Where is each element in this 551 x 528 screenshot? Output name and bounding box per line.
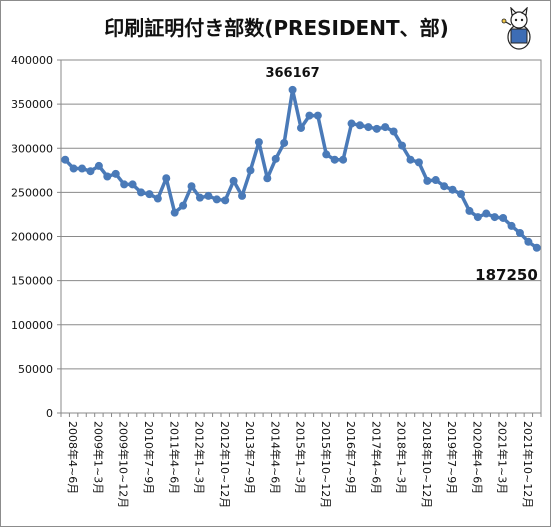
last-value-label: 187250 xyxy=(475,266,538,284)
data-point xyxy=(254,138,263,147)
data-point xyxy=(440,182,449,191)
data-point xyxy=(330,155,339,164)
data-point xyxy=(179,201,188,210)
data-point xyxy=(406,155,415,164)
x-tick-label: 2021年10~12月 xyxy=(521,421,535,508)
data-point xyxy=(524,237,533,246)
data-point xyxy=(423,176,432,185)
x-tick-label: 2018年1~3月 xyxy=(395,421,409,494)
x-tick-label: 2012年10~12月 xyxy=(218,421,232,508)
data-point xyxy=(431,176,440,185)
data-point xyxy=(120,180,129,189)
x-tick-label: 2009年1~3月 xyxy=(91,421,105,494)
data-point xyxy=(515,228,524,237)
data-point xyxy=(162,174,171,183)
peak-value-label: 366167 xyxy=(265,66,319,81)
data-point xyxy=(195,193,204,202)
y-tick-label: 50000 xyxy=(18,363,53,376)
x-tick-label: 2018年10~12月 xyxy=(420,421,434,508)
x-tick-label: 2019年7~9月 xyxy=(445,421,459,494)
x-tick-label: 2011年4~6月 xyxy=(167,421,181,494)
data-point xyxy=(305,111,314,120)
x-tick-label: 2014年4~6月 xyxy=(268,421,282,494)
y-tick-label: 150000 xyxy=(11,275,53,288)
data-point xyxy=(153,194,162,203)
data-point xyxy=(414,158,423,167)
data-point xyxy=(78,164,87,173)
data-point xyxy=(246,166,255,175)
data-point xyxy=(187,182,196,191)
y-tick-label: 200000 xyxy=(11,231,53,244)
data-point xyxy=(364,123,373,132)
data-point xyxy=(490,213,499,222)
data-point xyxy=(103,172,112,181)
data-point xyxy=(288,85,297,94)
data-point xyxy=(212,195,221,204)
data-point xyxy=(448,185,457,194)
data-point xyxy=(457,190,465,199)
data-point xyxy=(137,188,145,197)
data-point xyxy=(170,208,179,217)
x-tick-label: 2009年10~12月 xyxy=(117,421,131,508)
data-point xyxy=(381,123,390,132)
data-point xyxy=(86,167,95,176)
cat-mascot-icon xyxy=(501,7,531,50)
data-point xyxy=(238,191,247,200)
chart-title: 印刷証明付き部数(PRESIDENT、部) xyxy=(104,16,449,40)
data-point xyxy=(465,206,474,215)
y-tick-label: 0 xyxy=(46,407,53,420)
data-point xyxy=(339,155,348,164)
x-tick-label: 2015年10~12月 xyxy=(319,421,333,508)
x-tick-label: 2016年7~9月 xyxy=(344,421,358,494)
x-tick-label: 2012年1~3月 xyxy=(193,421,207,494)
data-point xyxy=(271,154,280,163)
x-tick-label: 2017年4~6月 xyxy=(369,421,383,494)
y-tick-label: 400000 xyxy=(11,54,53,67)
x-tick-label: 2021年1~3月 xyxy=(496,421,510,494)
data-point xyxy=(204,191,213,200)
data-point xyxy=(313,111,322,120)
data-point xyxy=(61,155,70,164)
data-point xyxy=(280,138,289,147)
data-point xyxy=(297,123,305,132)
data-point xyxy=(128,180,137,189)
data-point xyxy=(355,121,364,130)
data-point xyxy=(482,209,491,218)
data-point xyxy=(322,150,331,159)
y-tick-label: 300000 xyxy=(11,142,53,155)
x-tick-label: 2015年1~3月 xyxy=(294,421,308,494)
data-point xyxy=(94,161,103,170)
x-tick-label: 2013年7~9月 xyxy=(243,421,257,494)
x-tick-label: 2008年4~6月 xyxy=(66,421,80,494)
data-point xyxy=(499,213,508,222)
data-point xyxy=(347,119,356,128)
y-tick-label: 250000 xyxy=(11,186,53,199)
x-tick-label: 2020年4~6月 xyxy=(470,421,484,494)
data-point xyxy=(473,213,482,222)
y-tick-label: 350000 xyxy=(11,98,53,111)
data-point xyxy=(111,169,120,178)
data-point xyxy=(372,124,381,133)
data-point xyxy=(145,190,154,199)
series-line xyxy=(63,88,538,250)
data-point xyxy=(389,127,398,136)
data-point xyxy=(507,221,516,230)
x-tick-label: 2010年7~9月 xyxy=(142,421,156,494)
data-point xyxy=(221,196,230,205)
data-point xyxy=(532,243,541,252)
data-point xyxy=(69,164,78,173)
data-point xyxy=(263,174,272,183)
data-point xyxy=(398,141,407,150)
y-tick-label: 100000 xyxy=(11,319,53,332)
data-point xyxy=(229,176,238,185)
